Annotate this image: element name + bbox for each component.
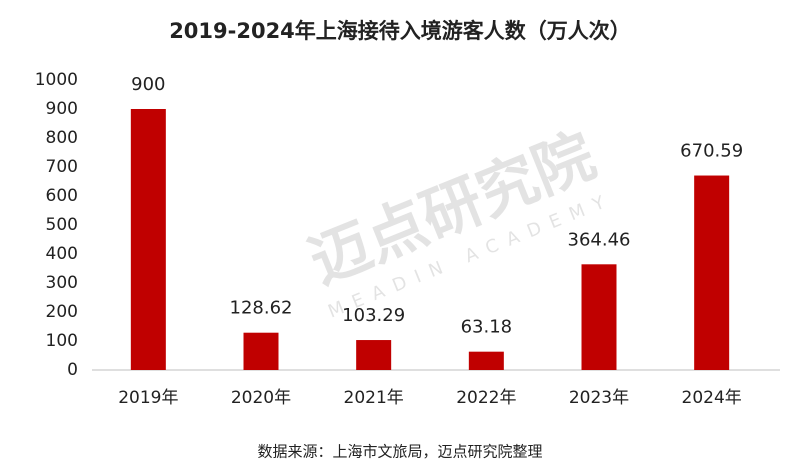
x-tick-label: 2023年 — [569, 388, 629, 408]
bar — [243, 332, 279, 370]
y-tick-label: 200 — [46, 302, 78, 322]
chart-title: 2019-2024年上海接待入境游客人数（万人次） — [169, 19, 631, 43]
y-tick-label: 500 — [46, 215, 78, 235]
source-note: 数据来源：上海市文旅局，迈点研究院整理 — [257, 443, 542, 461]
y-tick-label: 900 — [46, 99, 78, 119]
y-tick-label: 800 — [46, 128, 78, 148]
y-tick-label: 600 — [46, 186, 78, 206]
data-label: 364.46 — [568, 229, 631, 250]
y-tick-label: 700 — [46, 157, 78, 177]
bar — [130, 109, 166, 370]
x-tick-label: 2021年 — [344, 388, 404, 408]
watermark: 迈点研究院 MEADIN ACADEMY — [300, 121, 617, 323]
data-label: 103.29 — [342, 305, 405, 326]
y-tick-label: 100 — [46, 331, 78, 351]
y-tick-label: 0 — [67, 360, 78, 380]
data-label: 900 — [131, 74, 165, 95]
bar — [468, 351, 504, 370]
data-label: 128.62 — [230, 298, 293, 319]
bar — [356, 340, 392, 370]
bar — [694, 175, 730, 370]
x-tick-label: 2022年 — [456, 388, 516, 408]
x-tick-label: 2020年 — [231, 388, 291, 408]
y-tick-label: 400 — [46, 244, 78, 264]
data-label: 63.18 — [461, 317, 513, 338]
y-tick-label: 1000 — [35, 70, 78, 90]
x-tick-label: 2024年 — [682, 388, 742, 408]
x-tick-label: 2019年 — [118, 388, 178, 408]
y-tick-label: 300 — [46, 273, 78, 293]
bar — [581, 264, 617, 370]
data-label: 670.59 — [680, 141, 743, 162]
